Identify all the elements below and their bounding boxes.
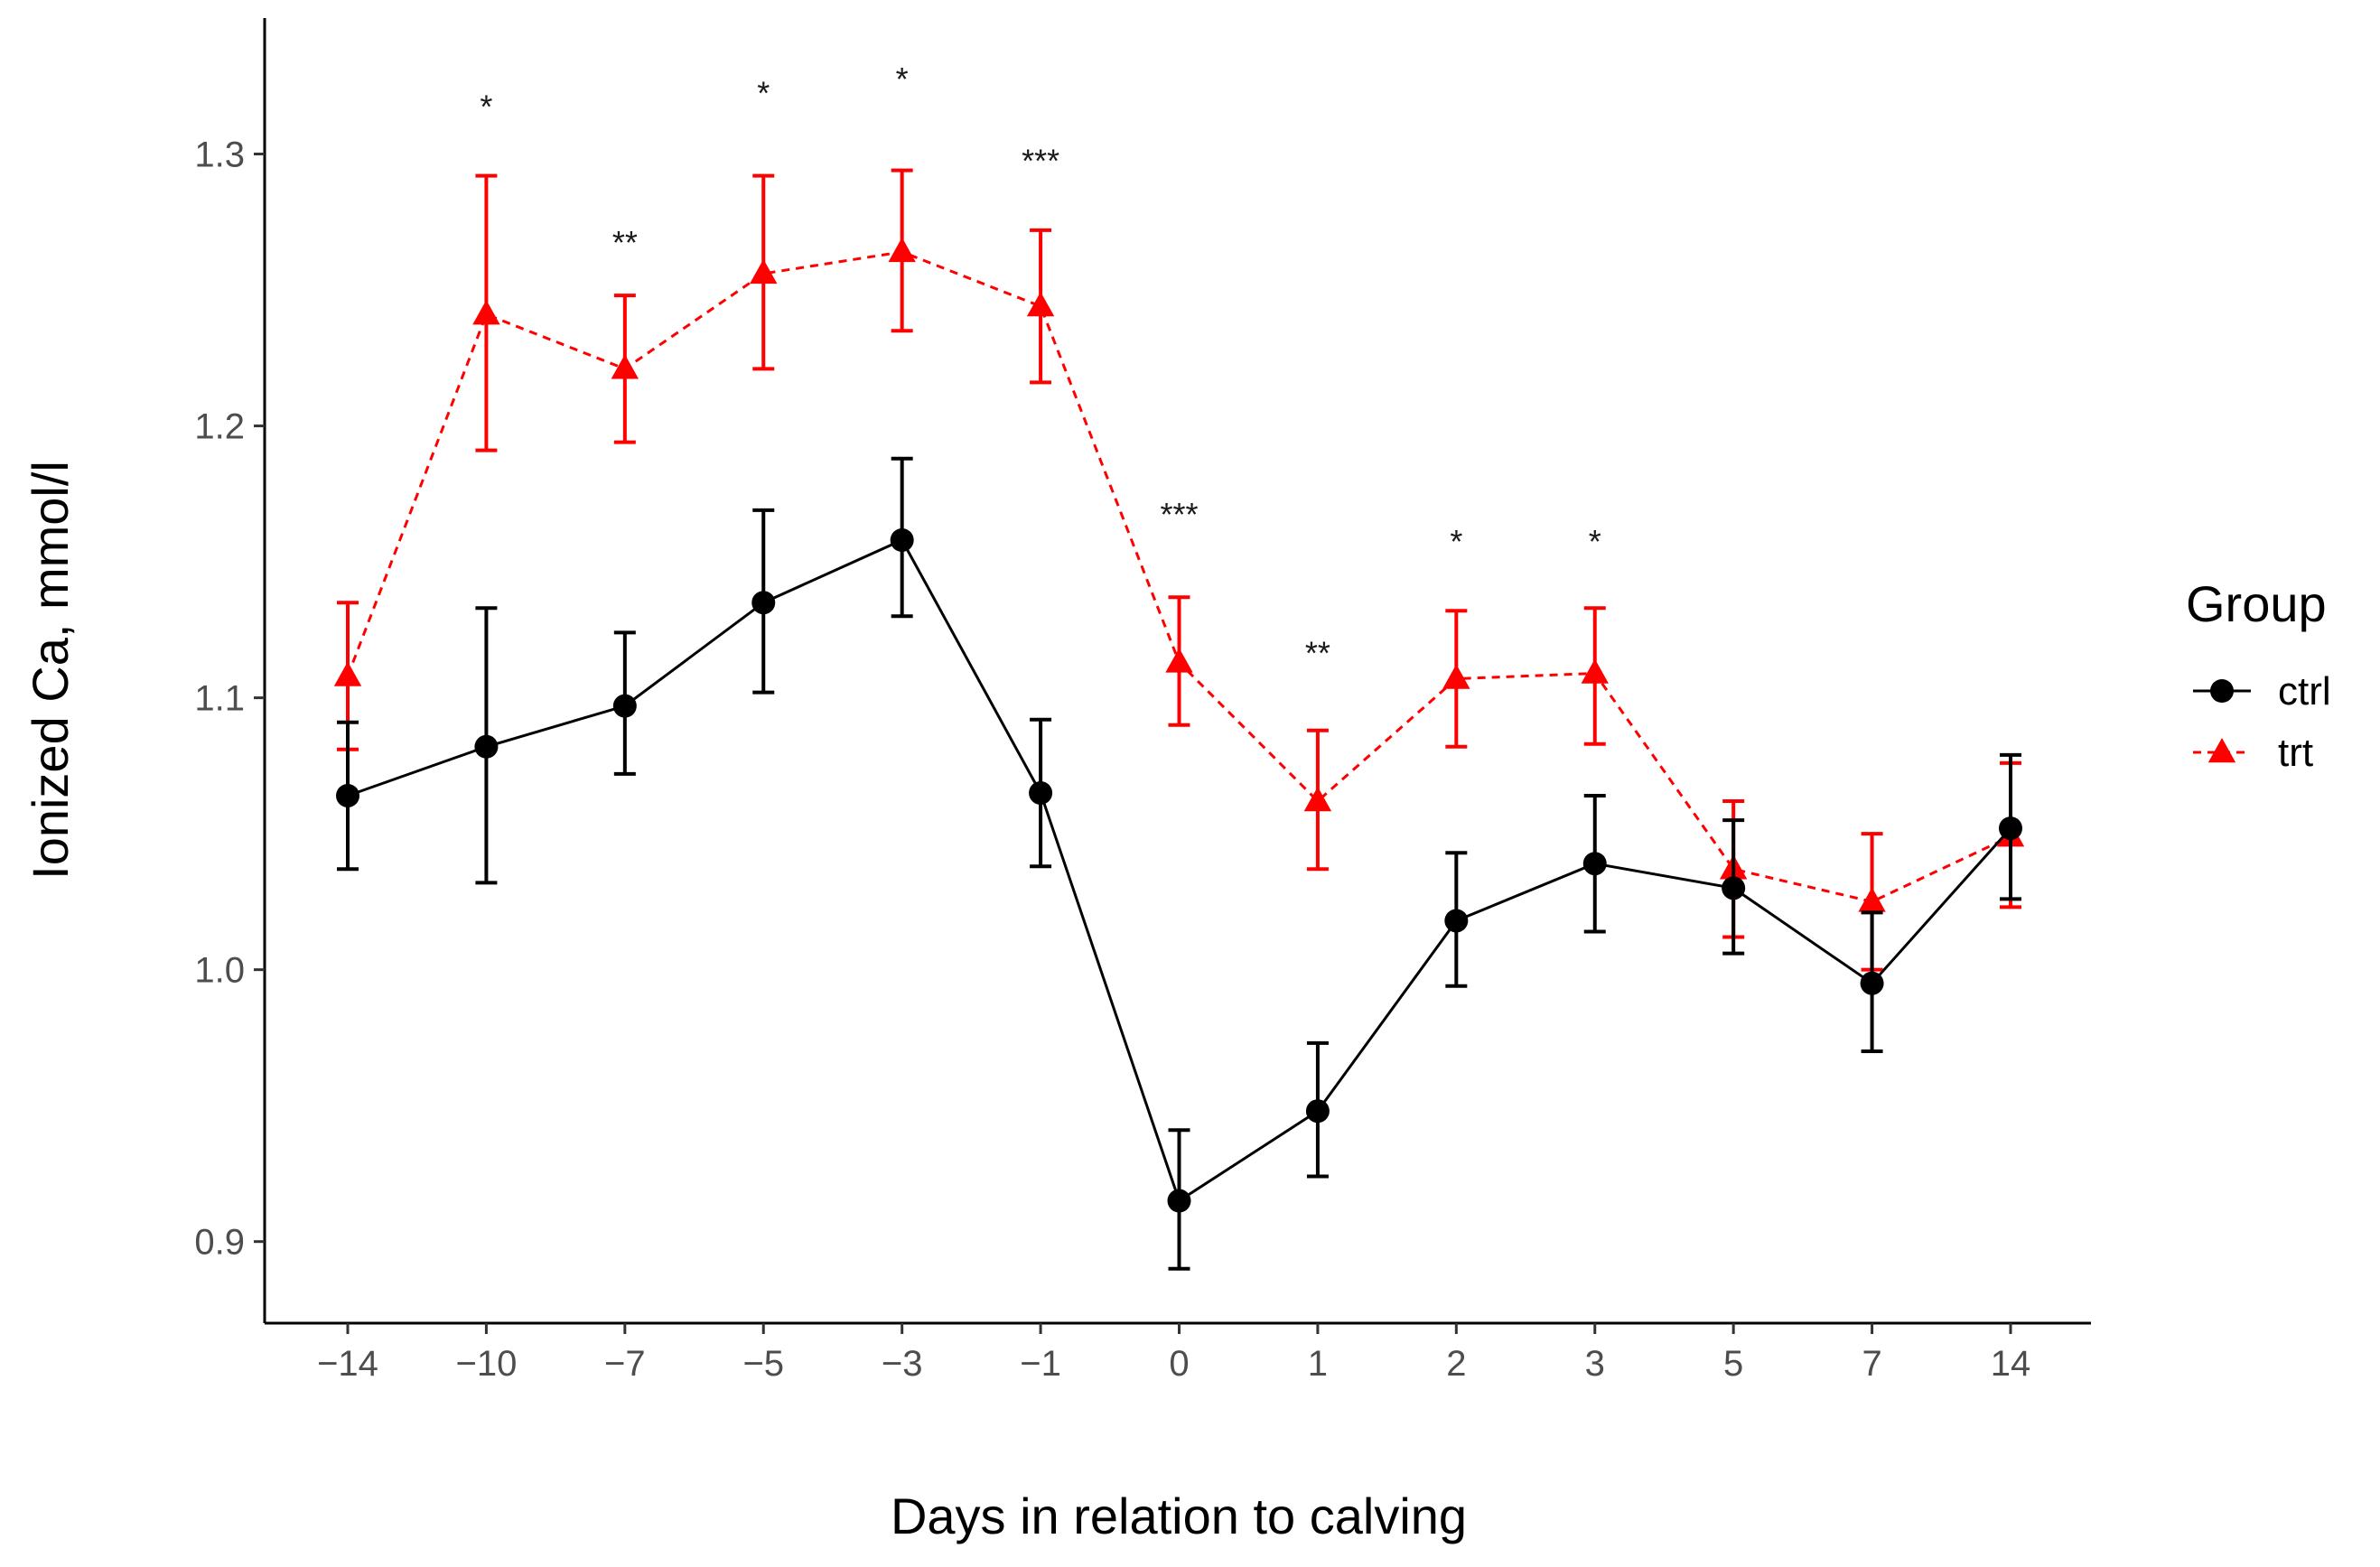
x-tick-label: 14: [1991, 1344, 2031, 1384]
significance-label: *: [480, 88, 492, 125]
x-tick-label: −5: [742, 1344, 784, 1384]
data-point-trt: [1165, 648, 1193, 673]
data-point-ctrl: [890, 528, 914, 552]
legend-key-marker: [2210, 679, 2234, 703]
data-point-ctrl: [1029, 780, 1053, 805]
legend-item-ctrl: ctrl: [2193, 669, 2331, 714]
data-point-ctrl: [1999, 816, 2022, 841]
x-tick-label: 1: [1308, 1344, 1328, 1384]
data-point-ctrl: [751, 591, 776, 615]
y-tick-label: 1.2: [194, 407, 245, 447]
x-tick-label: 3: [1585, 1344, 1605, 1384]
data-point-trt: [750, 258, 778, 284]
x-tick-label: 2: [1446, 1344, 1466, 1384]
data-point-trt: [1858, 887, 1886, 912]
data-point-trt: [333, 661, 362, 686]
y-tick-label: 1.1: [194, 679, 245, 719]
legend-title: Group: [2186, 575, 2327, 632]
x-tick-label: −14: [317, 1344, 378, 1384]
significance-label: *: [1589, 523, 1601, 560]
y-tick-label: 0.9: [194, 1223, 245, 1263]
x-tick-label: −10: [455, 1344, 517, 1384]
data-point-ctrl: [1860, 971, 1884, 995]
data-point-trt: [1026, 292, 1055, 317]
significance-label: ***: [1160, 496, 1198, 533]
legend-label: trt: [2278, 731, 2313, 775]
x-tick-label: −3: [882, 1344, 923, 1384]
x-tick-label: 0: [1169, 1344, 1189, 1384]
data-point-trt: [1581, 658, 1609, 684]
y-tick-label: 1.3: [194, 135, 245, 175]
series-line-trt: [346, 250, 2011, 903]
x-axis-title: Days in relation to calving: [891, 1488, 1467, 1544]
y-axis-title: Ionized Ca, mmol/l: [22, 461, 79, 880]
significance-label: *: [1450, 523, 1462, 560]
series-trt: [333, 168, 2025, 972]
data-point-trt: [611, 354, 639, 379]
y-tick-label: 1.0: [194, 951, 245, 991]
data-point-trt: [1303, 787, 1332, 812]
data-point-ctrl: [1722, 876, 1746, 900]
legend: Group ctrl trt: [2186, 575, 2331, 775]
x-tick-label: 5: [1723, 1344, 1743, 1384]
axes: 0.91.01.11.21.3−14 −10 −7 −5 −3 −1 0 1 2 3 5 7 14: [194, 18, 2091, 1384]
data-point-ctrl: [1305, 1099, 1330, 1124]
data-point-trt: [472, 300, 500, 325]
significance-label: *: [896, 61, 909, 98]
significance-label: ***: [1022, 143, 1059, 180]
legend-label: ctrl: [2278, 669, 2331, 714]
data-point-trt: [1442, 664, 1470, 689]
significance-label: **: [612, 224, 638, 261]
significance-annotations: **** ********** *: [480, 61, 1601, 671]
data-point-ctrl: [1167, 1189, 1191, 1213]
legend-key-marker: [2207, 738, 2236, 763]
legend-item-trt: trt: [2193, 731, 2313, 775]
series-layer: [333, 168, 2025, 1271]
x-tick-label: −7: [604, 1344, 646, 1384]
x-tick-label: 7: [1862, 1344, 1881, 1384]
significance-label: **: [1305, 634, 1330, 671]
significance-label: *: [757, 74, 770, 111]
data-point-ctrl: [336, 783, 359, 807]
data-point-ctrl: [474, 734, 499, 759]
data-point-trt: [888, 237, 916, 263]
data-point-ctrl: [612, 694, 637, 718]
x-tick-label: −1: [1020, 1344, 1061, 1384]
data-point-ctrl: [1582, 852, 1607, 876]
series-ctrl: [336, 456, 2022, 1271]
data-point-ctrl: [1444, 909, 1469, 933]
